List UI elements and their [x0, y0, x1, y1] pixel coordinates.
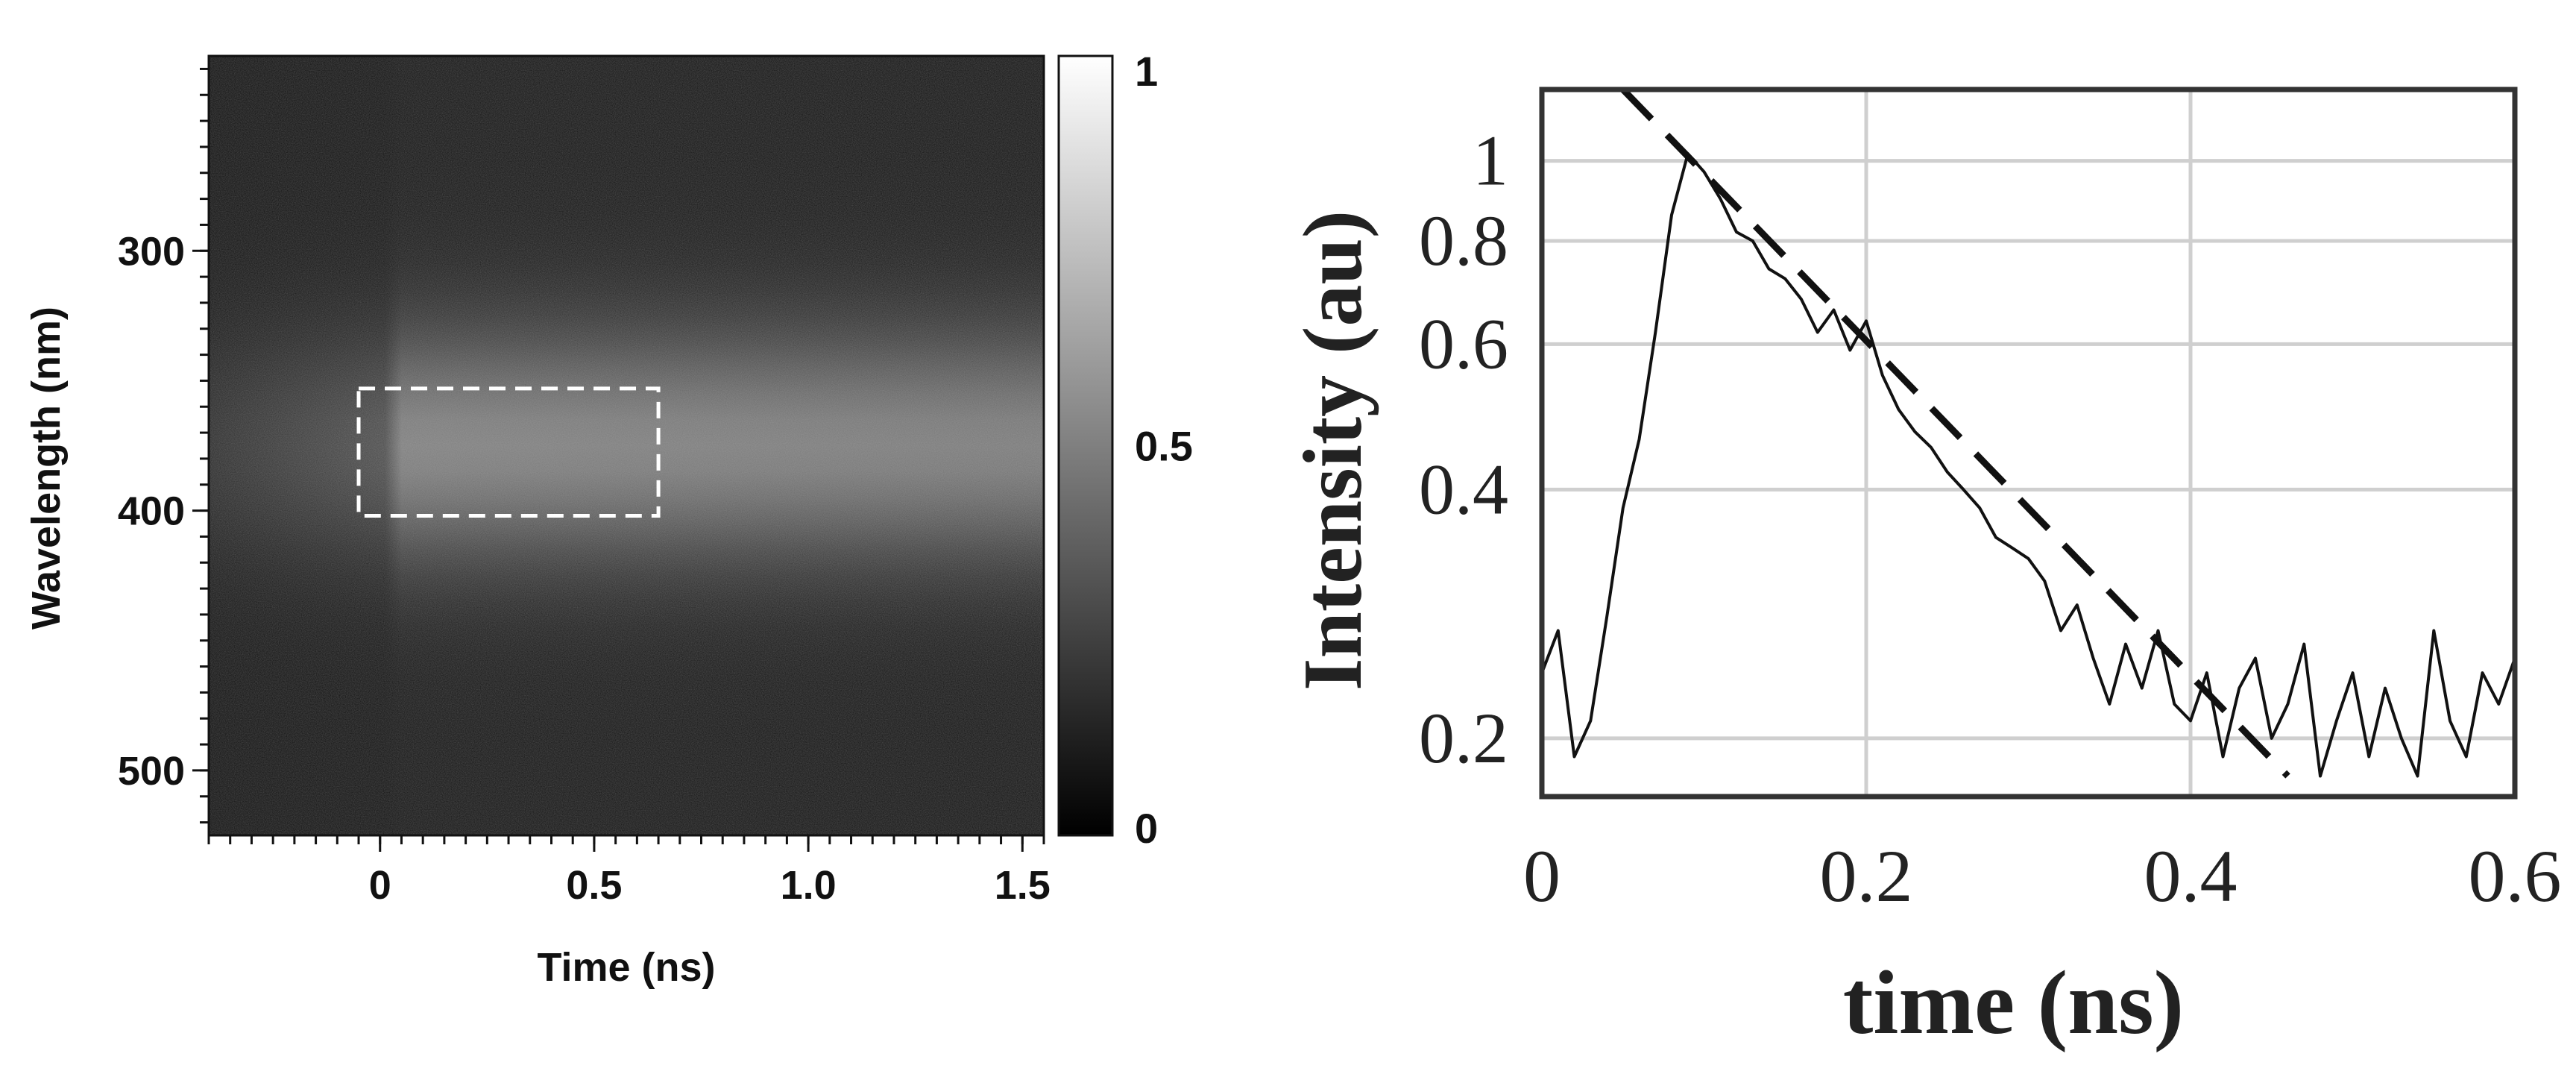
decay-plot-y-tick-label: 0.4 — [1419, 449, 1508, 529]
roi-dashed-box — [356, 386, 661, 518]
heatmap-y-tick-label: 300 — [118, 229, 185, 274]
colorbar: 10.50 — [1057, 48, 1193, 852]
colorbar-tick-label: 0.5 — [1135, 423, 1193, 470]
decay-plot-y-axis-label: Intensity (au) — [1287, 210, 1379, 691]
heatmap-x-tick-label: 0.5 — [566, 863, 622, 908]
heatmap-frame — [207, 54, 1045, 837]
heatmap-image — [209, 56, 1044, 835]
decay-plot-x-tick-label: 0.2 — [1820, 835, 1913, 917]
decay-plot-x-tick-label: 0.6 — [2469, 835, 2562, 917]
heatmap-y-tick-label: 400 — [118, 489, 185, 534]
decay-fit-dashed-line — [1620, 90, 2290, 779]
decay-plot-x-tick-label: 0 — [1523, 835, 1561, 917]
heatmap-noise-texture — [209, 56, 1044, 835]
decay-data-line — [1542, 152, 2515, 778]
colorbar-tick-label: 1 — [1135, 48, 1158, 95]
decay-plot-y-tick-label: 0.2 — [1419, 698, 1508, 778]
decay-plot-y-tick-label: 0.6 — [1419, 304, 1508, 383]
heatmap-x-axis-label: Time (ns) — [537, 945, 715, 990]
heatmap-x-tick-label: 1.5 — [995, 863, 1051, 908]
colorbar-tick-label: 0 — [1135, 805, 1158, 852]
heatmap-x-tick-label: 0 — [369, 863, 391, 908]
decay-plot-panel: time (ns) Intensity (au) 0 0.2 0.4 0.610.80… — [1287, 87, 2562, 1053]
heatmap-y-tick-label: 500 — [118, 749, 185, 794]
heatmap-panel: Time (ns) Wavelength (nm) 0 0.5 1.0 1.5 300 4… — [24, 54, 1051, 990]
heatmap-y-axis-label: Wavelength (nm) — [24, 307, 69, 630]
decay-plot-y-tick-label: 1 — [1473, 121, 1508, 201]
decay-plot-x-axis-label: time (ns) — [1843, 952, 2184, 1053]
decay-plot-area — [1542, 90, 2515, 797]
decay-plot-y-tick-label: 0.8 — [1419, 201, 1508, 280]
decay-plot-x-tick-label: 0.4 — [2144, 835, 2238, 917]
decay-plot-frame — [1539, 87, 2518, 800]
colorbar-gradient — [1057, 54, 1114, 837]
heatmap-x-tick-label: 1.0 — [781, 863, 837, 908]
